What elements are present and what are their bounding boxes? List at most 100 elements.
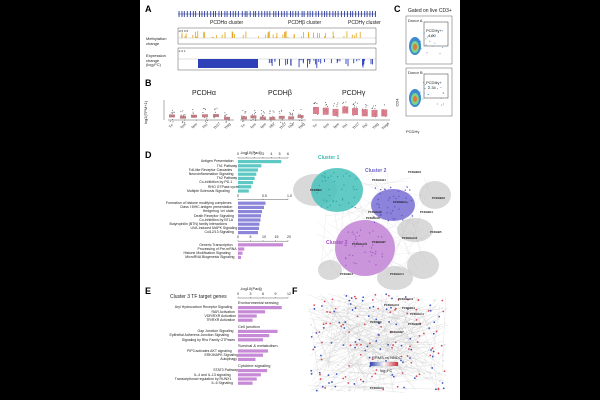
- network-node-label: PCDHGB7: [372, 240, 386, 244]
- data-point: [343, 101, 345, 103]
- network-node: [354, 206, 356, 209]
- network-node-label: PCDHGB7: [390, 330, 404, 334]
- network-node: [435, 388, 437, 391]
- methylation-bar: [258, 36, 260, 38]
- data-point: [269, 112, 271, 114]
- network-edge: [380, 346, 430, 348]
- term-label: Aryl Hydrocarbon Receptor Signaling: [174, 305, 233, 310]
- data-point: [301, 118, 303, 120]
- flow-gate: [423, 21, 449, 47]
- network-node: [326, 307, 329, 309]
- expression-bar: [362, 59, 363, 66]
- network-edge: [317, 315, 369, 318]
- data-point: [270, 124, 272, 126]
- bar: [238, 189, 249, 193]
- network-edge: [423, 177, 431, 196]
- network-edge: [311, 375, 369, 391]
- network-node: [404, 387, 407, 390]
- event-dot: [440, 86, 442, 88]
- expression-bar: [364, 59, 365, 61]
- network-node: [400, 344, 403, 347]
- exon-mark: [183, 11, 185, 17]
- network-node: [321, 180, 324, 183]
- event-dot: [426, 52, 428, 54]
- network-edge: [330, 388, 346, 392]
- network-edge: [375, 306, 436, 323]
- network-node-label: PCDHGA3: [393, 200, 407, 204]
- methylation-bar: [221, 34, 223, 38]
- box: [241, 116, 247, 120]
- network-node: [335, 320, 338, 323]
- data-point: [244, 112, 246, 114]
- network-node: [313, 307, 316, 310]
- network-edge: [371, 313, 403, 319]
- data-point: [273, 111, 275, 113]
- network-node: [396, 295, 399, 298]
- network-node: [385, 359, 387, 362]
- network-edge: [406, 234, 428, 248]
- network-node: [410, 365, 413, 367]
- data-point: [184, 119, 186, 121]
- network-node: [382, 388, 385, 391]
- term-label: Death Receptor Signaling: [194, 213, 234, 218]
- network-node: [422, 332, 425, 335]
- panel-d-ppi-network: [293, 168, 451, 290]
- methylation-track-range: -0.5 0.5: [178, 29, 189, 33]
- panel-e-pathway-bars: [237, 297, 289, 385]
- data-point: [353, 107, 355, 109]
- network-node: [391, 210, 394, 212]
- network-node: [323, 199, 325, 201]
- term-label: Co-inhibition by PD-1: [199, 180, 233, 185]
- data-point: [171, 109, 173, 111]
- network-node: [370, 247, 373, 249]
- network-node-label: PCDHB5: [430, 230, 442, 234]
- network-node: [375, 338, 378, 340]
- box: [361, 109, 368, 117]
- term-label: ERK/MAPK Signaling: [204, 353, 238, 357]
- event-dot: [441, 104, 443, 106]
- network-node: [342, 377, 345, 380]
- data-point: [204, 117, 206, 119]
- box: [269, 116, 276, 120]
- network-node: [389, 186, 392, 189]
- axis-tick-label: 5: [278, 152, 281, 156]
- term-label: Class I MHC antigen presentation: [180, 205, 233, 210]
- network-node: [318, 371, 321, 374]
- bar: [238, 160, 282, 164]
- data-point: [182, 121, 184, 123]
- network-edge: [389, 302, 413, 362]
- exon-mark: [283, 11, 285, 17]
- data-point: [290, 113, 292, 115]
- bar: [238, 329, 278, 333]
- network-node: [384, 188, 386, 191]
- methylation-bar: [212, 36, 214, 38]
- exon-mark: [344, 11, 346, 17]
- network-node: [387, 207, 389, 209]
- network-node: [344, 375, 347, 378]
- data-point: [254, 113, 256, 115]
- section-label: Survival & metabolism: [238, 343, 278, 349]
- network-node-label: PCDHGA5: [368, 210, 382, 214]
- network-node: [401, 214, 403, 217]
- expression-bar: [274, 59, 276, 62]
- data-point: [182, 110, 184, 112]
- exon-mark: [303, 11, 305, 17]
- network-node: [328, 361, 330, 364]
- bar: [238, 176, 255, 180]
- network-node: [431, 355, 434, 358]
- network-node-label: PCDHB9: [370, 320, 382, 324]
- grey-cluster: [419, 181, 451, 209]
- exon-mark: [364, 11, 366, 17]
- data-point: [224, 114, 226, 116]
- exon-mark: [340, 11, 342, 17]
- network-edge: [437, 347, 447, 365]
- network-edge: [356, 378, 429, 388]
- box: [224, 116, 230, 120]
- bar: [238, 210, 262, 214]
- network-node: [333, 376, 336, 379]
- network-edge: [361, 298, 433, 360]
- exon-mark: [329, 11, 331, 17]
- network-node: [345, 264, 347, 267]
- density-core: [413, 44, 417, 50]
- network-node: [380, 346, 383, 349]
